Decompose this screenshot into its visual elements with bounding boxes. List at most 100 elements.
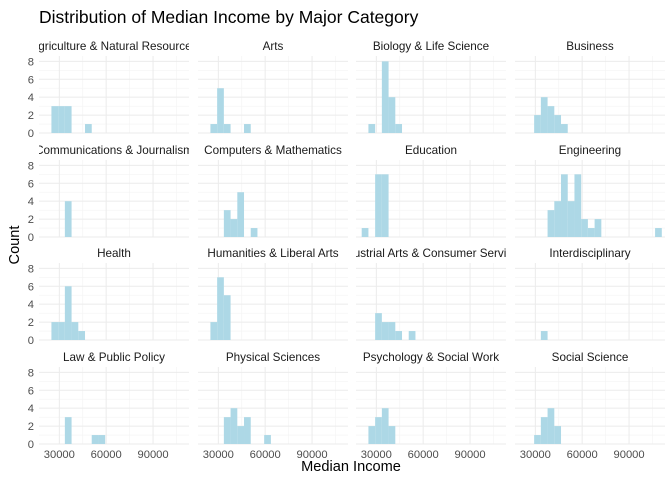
- facet-strip-label: Humanities & Liberal Arts: [207, 247, 338, 260]
- x-tick-label: 90000: [297, 449, 328, 461]
- histogram-bar: [534, 435, 541, 444]
- histogram-bar: [547, 408, 555, 444]
- chart-title: Distribution of Median Income by Major C…: [39, 7, 419, 27]
- histogram-bar: [375, 417, 382, 444]
- histogram-bar: [381, 174, 389, 237]
- y-tick-label: 0: [28, 335, 34, 347]
- histogram-bar: [408, 331, 416, 340]
- histogram-bar: [554, 426, 562, 444]
- histogram-bar: [375, 174, 382, 237]
- histogram-bar: [581, 219, 588, 237]
- x-tick-label: 30000: [44, 449, 75, 461]
- facet-strip-label: Biology & Life Science: [373, 40, 489, 53]
- y-tick-label: 8: [28, 160, 34, 172]
- x-tick-label: 60000: [250, 449, 281, 461]
- histogram-bar: [51, 322, 59, 340]
- y-tick-label: 4: [28, 196, 34, 208]
- y-tick-label: 8: [28, 56, 34, 68]
- facet-panel: Business: [515, 40, 665, 134]
- facet-panel: Agriculture & Natural Resources 0 2 4 6 8: [28, 40, 198, 140]
- facet-strip-label: Business: [566, 40, 614, 53]
- facet-strip-label: Industrial Arts & Consumer Services: [337, 247, 524, 260]
- x-tick-label: 60000: [567, 449, 598, 461]
- histogram-bar: [540, 331, 548, 340]
- y-tick-label: 6: [28, 178, 34, 190]
- facet-strip-label: Engineering: [559, 144, 621, 157]
- histogram-bar: [388, 426, 396, 444]
- y-tick-label: 0: [28, 232, 34, 244]
- y-tick-label: 2: [28, 421, 34, 433]
- histogram-bar: [554, 201, 562, 237]
- facet-panel: Engineering: [515, 144, 665, 238]
- y-tick-label: 4: [28, 403, 34, 415]
- histogram-bar: [375, 313, 382, 340]
- histogram-bar: [540, 97, 548, 133]
- histogram-bar: [395, 124, 403, 133]
- histogram-bar: [534, 115, 541, 133]
- histogram-bar: [655, 228, 662, 237]
- facet-panel: Social Science 30000 60000 90000: [515, 351, 665, 461]
- histogram-bar: [85, 124, 92, 133]
- facet-strip-label: Law & Public Policy: [63, 351, 165, 364]
- histogram-bar: [594, 219, 602, 237]
- x-tick-label: 90000: [138, 449, 169, 461]
- histogram-bar: [58, 322, 65, 340]
- x-tick-label: 90000: [455, 449, 486, 461]
- facet-panel: Law & Public Policy 0 2 4 6 8 30000 60000 90000: [28, 351, 189, 461]
- y-axis-title: Count: [7, 226, 23, 265]
- histogram-bar: [561, 174, 568, 237]
- facet-strip-label: Physical Sciences: [226, 351, 320, 364]
- y-tick-label: 8: [28, 263, 34, 275]
- histogram-bar: [210, 124, 218, 133]
- histogram-bar: [223, 295, 231, 340]
- histogram-bar: [64, 106, 72, 133]
- facet-panel: Industrial Arts & Consumer Services: [337, 247, 524, 341]
- facet-panel: Arts: [198, 40, 348, 134]
- histogram-bar: [388, 322, 396, 340]
- facet-panel: Communications & Journalism 0 2 4 6 8: [28, 144, 193, 244]
- x-tick-label: 30000: [520, 449, 551, 461]
- histogram-bar: [223, 124, 231, 133]
- facet-strip-label: Agriculture & Natural Resources: [31, 40, 198, 53]
- y-tick-label: 2: [28, 214, 34, 226]
- facet-panels: Agriculture & Natural Resources 0 2 4 6 8 Arts…: [28, 40, 665, 461]
- facet-strip-label: Interdisciplinary: [549, 247, 630, 260]
- facet-panel: Psychology & Social Work 30000 60000 90000: [356, 351, 506, 461]
- facet-panel: Interdisciplinary: [515, 247, 665, 341]
- histogram-bar: [361, 228, 369, 237]
- histogram-bar: [244, 417, 251, 444]
- histogram-bar: [567, 201, 575, 237]
- x-tick-label: 60000: [408, 449, 439, 461]
- histogram-bar: [237, 426, 245, 444]
- histogram-bar: [217, 277, 224, 340]
- histogram-bar: [64, 201, 72, 237]
- histogram-bar: [381, 322, 389, 340]
- facet-strip-label: Social Science: [552, 351, 629, 364]
- x-axis-title: Median Income: [301, 459, 401, 475]
- histogram-bar: [540, 417, 548, 444]
- y-tick-label: 6: [28, 281, 34, 293]
- y-tick-label: 2: [28, 317, 34, 329]
- histogram-bar: [230, 219, 238, 237]
- y-tick-label: 6: [28, 385, 34, 397]
- histogram-bar: [244, 124, 251, 133]
- y-tick-label: 4: [28, 92, 34, 104]
- histogram-bar: [223, 210, 231, 237]
- histogram-bar: [561, 124, 568, 133]
- histogram-bar: [91, 435, 99, 444]
- facet-strip-label: Communications & Journalism: [35, 144, 193, 157]
- facet-strip-label: Arts: [263, 40, 284, 53]
- histogram-bar: [547, 106, 555, 133]
- histogram-bar: [381, 408, 389, 444]
- histogram-bar: [264, 435, 271, 444]
- histogram-bar: [58, 106, 65, 133]
- y-tick-label: 6: [28, 74, 34, 86]
- facet-strip-label: Psychology & Social Work: [363, 351, 499, 364]
- histogram-bar: [250, 228, 258, 237]
- facet-strip-label: Education: [405, 144, 457, 157]
- y-tick-label: 0: [28, 439, 34, 451]
- x-tick-label: 60000: [91, 449, 122, 461]
- histogram-bar: [71, 322, 79, 340]
